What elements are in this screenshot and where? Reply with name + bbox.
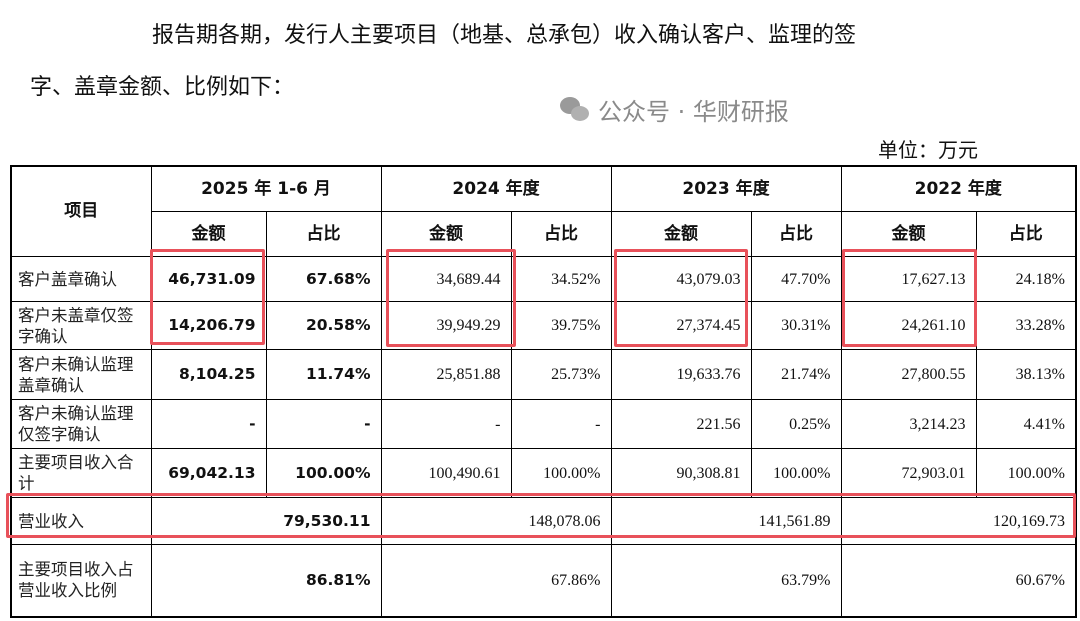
amount-cell: 8,104.25 — [150, 349, 267, 400]
amount-cell: 100,490.61 — [380, 448, 512, 498]
amount-cell: 14,206.79 — [150, 301, 267, 350]
period-header: 2025 年 1-6 月 — [150, 165, 382, 212]
value-cell: 148,078.06 — [380, 497, 612, 545]
ratio-cell: 47.70% — [750, 256, 842, 302]
amount-cell: 3,214.23 — [840, 399, 977, 449]
intro-line-2: 字、盖章金额、比例如下： — [30, 75, 295, 100]
value-cell: 141,561.89 — [610, 497, 842, 545]
watermark: 公众号 · 华财研报 — [560, 92, 789, 127]
amount-cell: 17,627.13 — [840, 256, 977, 302]
amount-cell: 27,800.55 — [840, 349, 977, 400]
row-label: 客户未确认监理仅签字确认 — [10, 399, 152, 449]
value-cell: 60.67% — [840, 544, 1077, 617]
ratio-cell: 0.25% — [750, 399, 842, 449]
ratio-header: 占比 — [510, 211, 612, 257]
table-row: 营业收入 79,530.11 148,078.06 141,561.89 120,169… — [10, 497, 1077, 545]
wechat-icon — [560, 96, 590, 123]
row-label: 主要项目收入合计 — [10, 448, 152, 498]
amount-header: 金额 — [150, 211, 267, 257]
ratio-cell: 67.68% — [265, 256, 382, 302]
amount-cell: 90,308.81 — [610, 448, 752, 498]
revenue-confirmation-table: 项目 2025 年 1-6 月 2024 年度 2023 年度 2022 年度 … — [10, 165, 1077, 618]
ratio-header: 占比 — [750, 211, 842, 257]
ratio-cell: - — [265, 399, 382, 449]
ratio-cell: 25.73% — [510, 349, 612, 400]
intro-line-1: 报告期各期，发行人主要项目（地基、总承包）收入确认客户、监理的签 — [152, 23, 857, 48]
amount-header: 金额 — [840, 211, 977, 257]
table-row: 客户盖章确认 46,731.09 67.68% 34,689.44 34.52% 43,0… — [10, 256, 1077, 302]
ratio-header: 占比 — [975, 211, 1077, 257]
amount-cell: 24,261.10 — [840, 301, 977, 350]
row-label: 主要项目收入占营业收入比例 — [10, 544, 152, 617]
ratio-cell: 24.18% — [975, 256, 1077, 302]
value-cell: 67.86% — [380, 544, 612, 617]
amount-cell: 25,851.88 — [380, 349, 512, 400]
ratio-cell: - — [510, 399, 612, 449]
ratio-header: 占比 — [265, 211, 382, 257]
amount-cell: 34,689.44 — [380, 256, 512, 302]
value-cell: 86.81% — [150, 544, 382, 617]
table-row: 客户未确认监理仅签字确认 - - - -221.56 0.25% 3,214.23 4.41% — [10, 399, 1077, 449]
amount-header: 金额 — [610, 211, 752, 257]
amount-cell: 221.56 — [610, 399, 752, 449]
amount-header: 金额 — [380, 211, 512, 257]
ratio-cell: 34.52% — [510, 256, 612, 302]
table-row: 客户未确认监理盖章确认 8,104.25 11.74% 25,851.88 25.73%… — [10, 349, 1077, 400]
amount-cell: 69,042.13 — [150, 448, 267, 498]
ratio-cell: 20.58% — [265, 301, 382, 350]
ratio-cell: 100.00% — [265, 448, 382, 498]
item-header: 项目 — [10, 165, 152, 257]
row-label: 客户未盖章仅签字确认 — [10, 301, 152, 350]
amount-cell: - — [150, 399, 267, 449]
ratio-cell: 30.31% — [750, 301, 842, 350]
period-header: 2022 年度 — [840, 165, 1077, 212]
row-label: 营业收入 — [10, 497, 152, 545]
row-label: 客户未确认监理盖章确认 — [10, 349, 152, 400]
amount-cell: 19,633.76 — [610, 349, 752, 400]
row-label: 客户盖章确认 — [10, 256, 152, 302]
amount-cell: 43,079.03 — [610, 256, 752, 302]
amount-cell: 72,903.01 — [840, 448, 977, 498]
ratio-cell: 11.74% — [265, 349, 382, 400]
amount-cell: 46,731.09 — [150, 256, 267, 302]
ratio-cell: 38.13% — [975, 349, 1077, 400]
period-header: 2024 年度 — [380, 165, 612, 212]
value-cell: 120,169.73 — [840, 497, 1077, 545]
watermark-text: 公众号 · 华财研报 — [598, 98, 789, 126]
ratio-cell: 4.41% — [975, 399, 1077, 449]
table-row: 主要项目收入占营业收入比例 86.81% 67.86% 63.79% 60.67% — [10, 544, 1077, 617]
ratio-cell: 33.28% — [975, 301, 1077, 350]
unit-label: 单位：万元 — [878, 138, 978, 162]
value-cell: 63.79% — [610, 544, 842, 617]
period-header: 2023 年度 — [610, 165, 842, 212]
value-cell: 79,530.11 — [150, 497, 382, 545]
amount-cell: 39,949.29 — [380, 301, 512, 350]
table-row: 客户未盖章仅签字确认 14,206.79 20.58% 39,949.29 39.75%… — [10, 301, 1077, 350]
ratio-cell: 39.75% — [510, 301, 612, 350]
ratio-cell: 21.74% — [750, 349, 842, 400]
ratio-cell: 100.00% — [975, 448, 1077, 498]
table-row: 主要项目收入合计 69,042.13 100.00% 100,490.61 100.00… — [10, 448, 1077, 498]
amount-cell: 27,374.45 — [610, 301, 752, 350]
amount-cell: - — [380, 399, 512, 449]
ratio-cell: 100.00% — [510, 448, 612, 498]
ratio-cell: 100.00% — [750, 448, 842, 498]
